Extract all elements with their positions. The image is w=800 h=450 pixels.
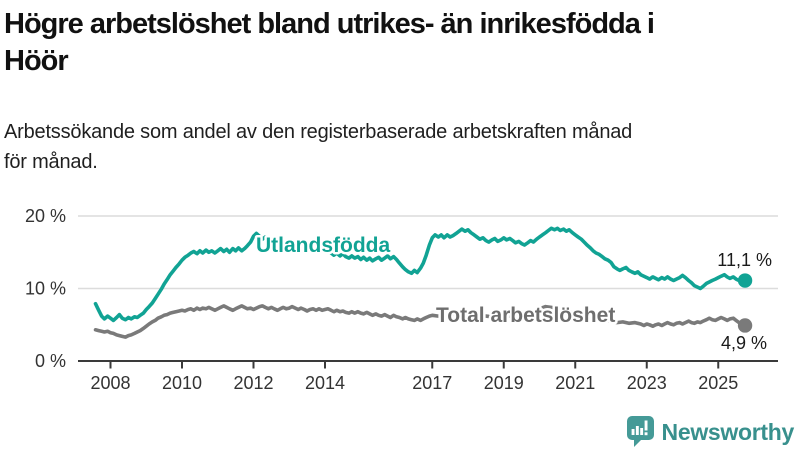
page-title-line-2: Höör bbox=[4, 45, 69, 77]
page-subtitle-line-2: för månad. bbox=[4, 151, 98, 173]
x-axis-label: 2012 bbox=[233, 373, 273, 393]
y-axis-label: 10 % bbox=[25, 279, 66, 299]
brand-name: Newsworthy bbox=[661, 418, 795, 445]
x-axis-label: 2023 bbox=[627, 373, 667, 393]
series-line-total bbox=[93, 304, 747, 339]
x-axis-label: 2010 bbox=[162, 373, 202, 393]
series-end-dot-utlandsfodda bbox=[737, 273, 753, 288]
page-title-line-1: Högre arbetslöshet bland utrikes- än inr… bbox=[4, 8, 655, 40]
x-axis-label: 2025 bbox=[698, 373, 738, 393]
series-end-value-total: 4,9 % bbox=[721, 333, 767, 353]
series-end-value-utlandsfodda: 11,1 % bbox=[717, 250, 772, 270]
y-axis-label: 0 % bbox=[35, 351, 66, 371]
page-subtitle-line-1: Arbetssökande som andel av den registerb… bbox=[4, 121, 633, 143]
brand-footer: Newsworthy bbox=[626, 416, 795, 448]
x-axis-label: 2017 bbox=[412, 373, 452, 393]
series-end-dot-total bbox=[737, 318, 753, 333]
y-axis-label: 20 % bbox=[25, 206, 66, 226]
series-label-total: Total arbetslöshet bbox=[436, 304, 615, 327]
page-title: Högre arbetslöshet bland utrikes- än inr… bbox=[4, 6, 800, 80]
x-axis-label: 2014 bbox=[305, 373, 345, 393]
x-axis-label: 2021 bbox=[555, 373, 595, 393]
x-axis-label: 2019 bbox=[484, 373, 524, 393]
newsworthy-logo-icon bbox=[626, 416, 654, 447]
page-subtitle: Arbetssökande som andel av den registerb… bbox=[4, 117, 800, 177]
x-axis-label: 2008 bbox=[90, 373, 130, 393]
series-line-utlandsfodda bbox=[93, 226, 747, 323]
series-label-utlandsfodda: Utlandsfödda bbox=[256, 234, 390, 257]
